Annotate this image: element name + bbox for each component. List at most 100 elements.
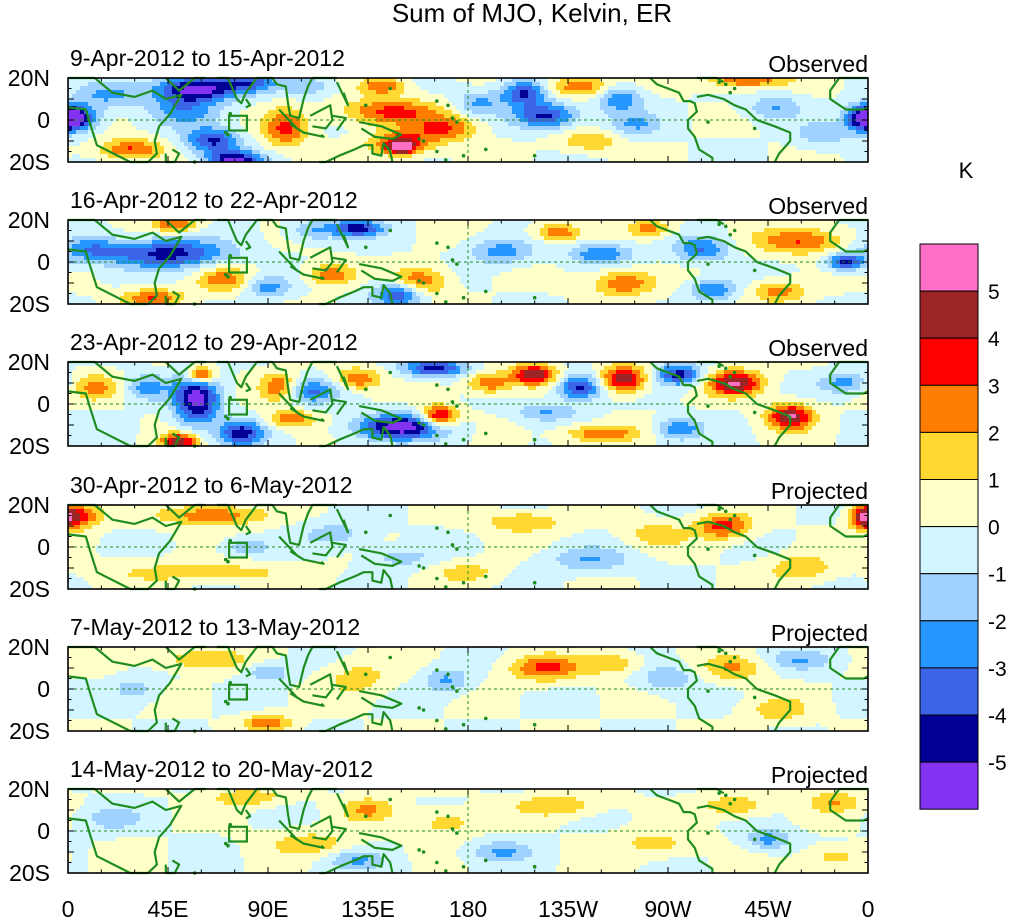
contour-cell (688, 78, 693, 83)
contour-cell (340, 228, 345, 233)
contour-cell (796, 102, 801, 107)
contour-cell (84, 134, 89, 139)
contour-cell (572, 146, 577, 151)
contour-cell (176, 102, 181, 107)
contour-cell (508, 220, 513, 225)
contour-cell (396, 82, 401, 87)
contour-cell (628, 82, 633, 87)
contour-cell (656, 220, 661, 225)
contour-cell (724, 106, 729, 111)
contour-cell (196, 130, 201, 135)
contour-cell (768, 94, 773, 99)
contour-cell (672, 150, 677, 155)
contour-cell (780, 114, 785, 119)
contour-cell (112, 82, 117, 87)
contour-cell (856, 114, 861, 119)
contour-cell (132, 146, 137, 151)
contour-cell (840, 102, 845, 107)
contour-cell (428, 98, 433, 103)
contour-cell (444, 126, 449, 131)
contour-cell (240, 232, 245, 237)
contour-cell (164, 114, 169, 119)
contour-cell (452, 134, 457, 139)
contour-cell (708, 142, 713, 147)
contour-cell (240, 138, 245, 143)
contour-cell (624, 228, 629, 233)
contour-cell (192, 98, 197, 103)
contour-cell (316, 154, 321, 159)
contour-cell (788, 78, 793, 83)
contour-cell (192, 78, 197, 83)
contour-cell (680, 110, 685, 115)
contour-cell (652, 90, 657, 95)
contour-cell (632, 122, 637, 127)
contour-cell (448, 102, 453, 107)
contour-cell (436, 224, 441, 229)
contour-cell (424, 150, 429, 155)
contour-cell (124, 86, 129, 91)
contour-cell (124, 146, 129, 151)
contour-cell (716, 158, 721, 163)
contour-cell (668, 150, 673, 155)
contour-cell (776, 86, 781, 91)
contour-cell (480, 82, 485, 87)
contour-cell (104, 146, 109, 151)
contour-cell (840, 98, 845, 103)
contour-cell (256, 86, 261, 91)
contour-cell (548, 78, 553, 83)
contour-cell (708, 82, 713, 87)
contour-cell (388, 114, 393, 119)
contour-cell (92, 98, 97, 103)
contour-cell (536, 146, 541, 151)
contour-cell (748, 228, 753, 233)
contour-cell (96, 158, 101, 163)
contour-cell (96, 122, 101, 127)
contour-cell (660, 150, 665, 155)
contour-cell (488, 154, 493, 159)
contour-cell (192, 232, 197, 237)
contour-cell (720, 146, 725, 151)
contour-cell (184, 220, 189, 225)
contour-cell (784, 106, 789, 111)
contour-cell (632, 134, 637, 139)
contour-cell (484, 138, 489, 143)
contour-cell (80, 90, 85, 95)
contour-cell (232, 126, 237, 131)
contour-cell (244, 158, 249, 163)
contour-cell (532, 130, 537, 135)
contour-cell (712, 114, 717, 119)
contour-cell (124, 102, 129, 107)
contour-cell (664, 154, 669, 159)
contour-cell (208, 220, 213, 225)
contour-cell (232, 98, 237, 103)
contour-cell (412, 122, 417, 127)
contour-cell (268, 134, 273, 139)
contour-cell (744, 110, 749, 115)
contour-cell (444, 98, 449, 103)
contour-cell (156, 154, 161, 159)
contour-cell (748, 114, 753, 119)
contour-cell (864, 220, 869, 225)
contour-cell (448, 126, 453, 131)
contour-cell (128, 82, 133, 87)
contour-cell (112, 220, 117, 225)
contour-cell (264, 130, 269, 135)
contour-cell (396, 78, 401, 83)
contour-cell (696, 126, 701, 131)
contour-cell (544, 150, 549, 155)
contour-cell (768, 220, 773, 225)
contour-cell (832, 154, 837, 159)
contour-cell (860, 126, 865, 131)
contour-cell (708, 102, 713, 107)
contour-cell (852, 94, 857, 99)
contour-cell (256, 220, 261, 225)
contour-cell (380, 130, 385, 135)
contour-cell (752, 98, 757, 103)
contour-cell (756, 126, 761, 131)
contour-cell (860, 122, 865, 127)
contour-cell (804, 86, 809, 91)
contour-cell (360, 146, 365, 151)
contour-cell (152, 102, 157, 107)
coastline-path (67, 76, 183, 164)
contour-cell (68, 232, 73, 237)
